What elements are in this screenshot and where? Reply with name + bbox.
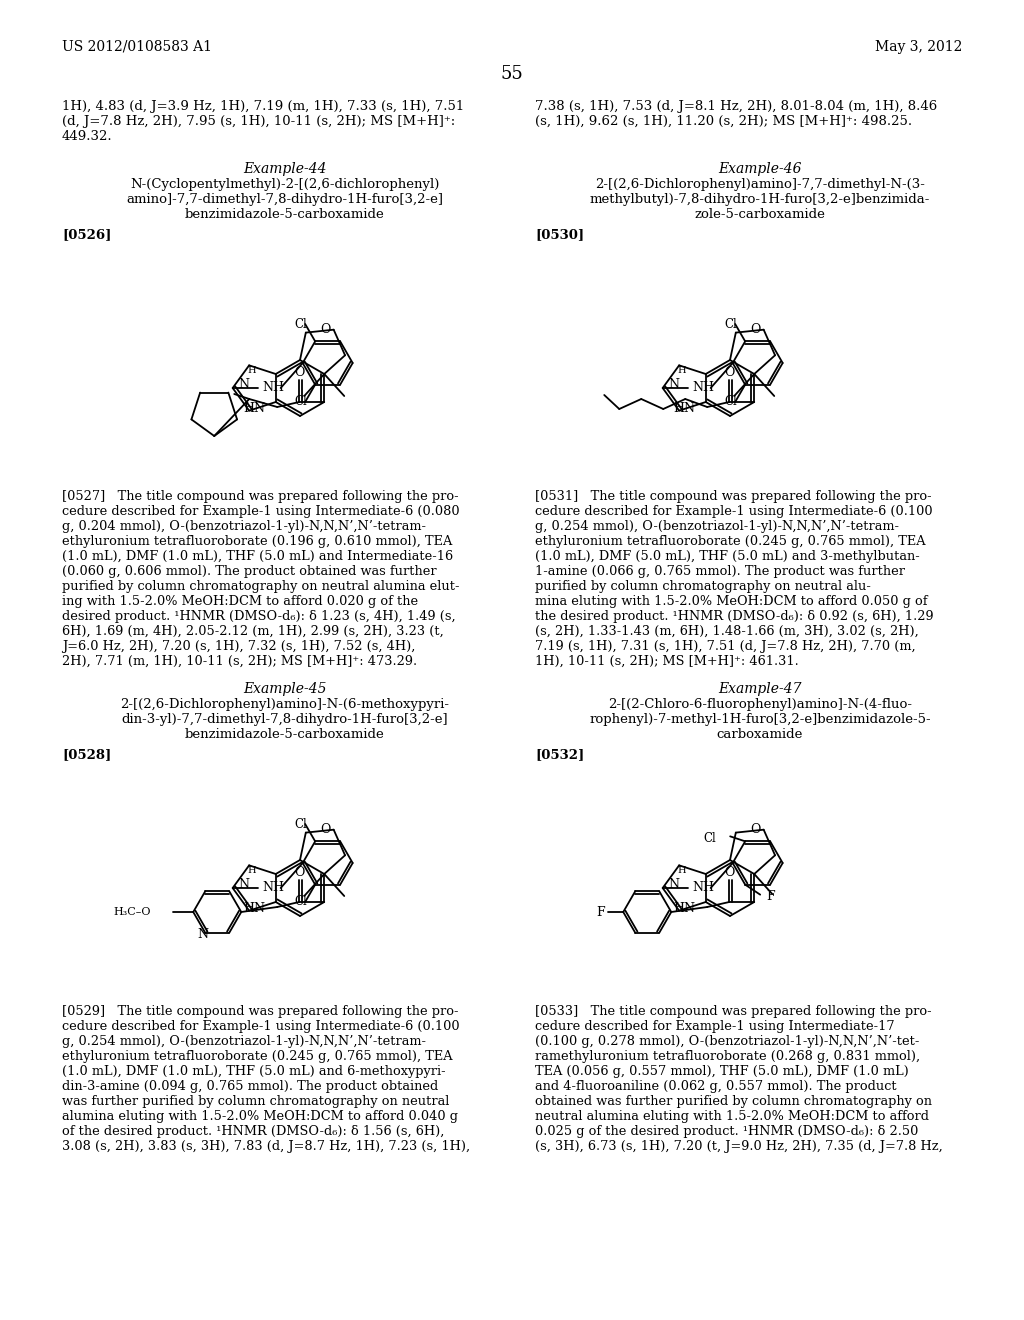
Text: Cl: Cl [295, 817, 307, 830]
Text: 55: 55 [501, 65, 523, 83]
Text: H: H [678, 366, 686, 375]
Text: [0531]   The title compound was prepared following the pro-
cedure described for: [0531] The title compound was prepared f… [535, 490, 934, 668]
Text: 2-[(2-Chloro-6-fluorophenyl)amino]-N-(4-fluo-
rophenyl)-7-methyl-1H-furo[3,2-e]b: 2-[(2-Chloro-6-fluorophenyl)amino]-N-(4-… [589, 698, 931, 741]
Text: NH: NH [263, 381, 285, 395]
Text: N: N [669, 879, 680, 891]
Text: US 2012/0108583 A1: US 2012/0108583 A1 [62, 40, 212, 54]
Text: N: N [239, 879, 250, 891]
Text: O: O [751, 323, 761, 337]
Text: [0526]: [0526] [62, 228, 112, 242]
Text: [0532]: [0532] [535, 748, 585, 762]
Text: Cl: Cl [703, 832, 717, 845]
Text: 1H), 4.83 (d, J=3.9 Hz, 1H), 7.19 (m, 1H), 7.33 (s, 1H), 7.51
(d, J=7.8 Hz, 2H),: 1H), 4.83 (d, J=3.9 Hz, 1H), 7.19 (m, 1H… [62, 100, 464, 143]
Text: HN: HN [673, 903, 695, 916]
Text: [0529]   The title compound was prepared following the pro-
cedure described for: [0529] The title compound was prepared f… [62, 1005, 470, 1152]
Text: [0527]   The title compound was prepared following the pro-
cedure described for: [0527] The title compound was prepared f… [62, 490, 460, 668]
Text: 7.38 (s, 1H), 7.53 (d, J=8.1 Hz, 2H), 8.01-8.04 (m, 1H), 8.46
(s, 1H), 9.62 (s, : 7.38 (s, 1H), 7.53 (d, J=8.1 Hz, 2H), 8.… [535, 100, 937, 128]
Text: [0530]: [0530] [535, 228, 584, 242]
Text: Cl: Cl [725, 318, 737, 330]
Text: [0528]: [0528] [62, 748, 112, 762]
Text: H: H [248, 366, 256, 375]
Text: H: H [248, 866, 256, 875]
Text: N: N [239, 379, 250, 392]
Text: O: O [751, 824, 761, 836]
Text: Example-45: Example-45 [244, 682, 327, 696]
Text: NH: NH [692, 882, 715, 895]
Text: O: O [294, 366, 304, 379]
Text: Cl: Cl [295, 318, 307, 330]
Text: O: O [294, 866, 304, 879]
Text: F: F [766, 890, 774, 903]
Text: HN: HN [244, 903, 265, 916]
Text: Cl: Cl [725, 396, 737, 408]
Text: HN: HN [244, 403, 265, 416]
Text: 2-[(2,6-Dichlorophenyl)amino]-N-(6-methoxypyri-
din-3-yl)-7,7-dimethyl-7,8-dihyd: 2-[(2,6-Dichlorophenyl)amino]-N-(6-metho… [121, 698, 450, 741]
Text: Example-47: Example-47 [718, 682, 802, 696]
Text: Cl: Cl [295, 895, 307, 908]
Text: O: O [321, 323, 331, 337]
Text: N-(Cyclopentylmethyl)-2-[(2,6-dichlorophenyl)
amino]-7,7-dimethyl-7,8-dihydro-1H: N-(Cyclopentylmethyl)-2-[(2,6-dichloroph… [127, 178, 443, 220]
Text: [0533]   The title compound was prepared following the pro-
cedure described for: [0533] The title compound was prepared f… [535, 1005, 943, 1152]
Text: May 3, 2012: May 3, 2012 [874, 40, 962, 54]
Text: H₃C–O: H₃C–O [114, 907, 152, 917]
Text: H: H [678, 866, 686, 875]
Text: O: O [321, 824, 331, 836]
Text: NH: NH [263, 882, 285, 895]
Text: Example-44: Example-44 [244, 162, 327, 176]
Text: N: N [198, 928, 209, 941]
Text: HN: HN [673, 403, 695, 416]
Text: NH: NH [692, 381, 715, 395]
Text: O: O [724, 366, 734, 379]
Text: F: F [596, 906, 604, 919]
Text: Example-46: Example-46 [718, 162, 802, 176]
Text: 2-[(2,6-Dichlorophenyl)amino]-7,7-dimethyl-N-(3-
methylbutyl)-7,8-dihydro-1H-fur: 2-[(2,6-Dichlorophenyl)amino]-7,7-dimeth… [590, 178, 930, 220]
Text: Cl: Cl [295, 396, 307, 408]
Text: N: N [669, 379, 680, 392]
Text: O: O [724, 866, 734, 879]
